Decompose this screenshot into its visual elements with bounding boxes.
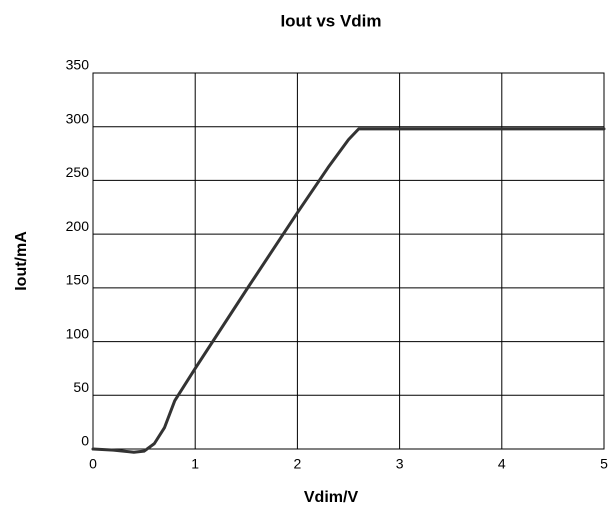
y-tick-label: 250 (66, 164, 90, 180)
x-tick-label: 5 (600, 456, 608, 472)
x-tick-label: 1 (191, 456, 199, 472)
x-tick-label: 3 (396, 456, 404, 472)
data-line (91, 127, 606, 454)
y-axis-label: Iout/mA (13, 231, 30, 291)
y-tick-label: 0 (81, 433, 89, 449)
y-tick-label: 100 (66, 325, 90, 341)
y-tick-label: 150 (66, 272, 90, 288)
y-tick-label: 200 (66, 218, 90, 234)
x-tick-label: 4 (498, 456, 506, 472)
x-tick-label: 0 (89, 456, 97, 472)
x-axis-label: Vdim/V (304, 489, 359, 506)
y-tick-label: 50 (73, 379, 89, 395)
y-tick-label: 350 (66, 57, 90, 73)
y-tick-label: 300 (66, 110, 90, 126)
chart-title: Iout vs Vdim (280, 11, 381, 30)
x-tick-label: 2 (294, 456, 302, 472)
